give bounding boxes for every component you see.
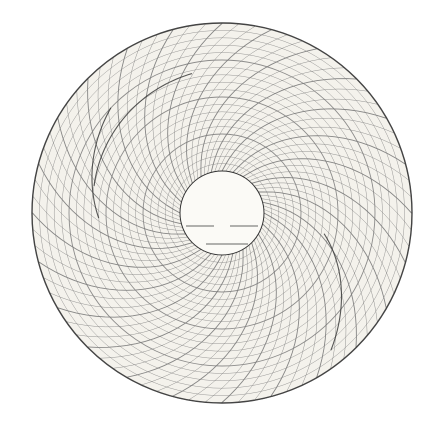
grid-ring xyxy=(98,89,346,337)
time-arc xyxy=(210,78,357,173)
grid-ring xyxy=(53,44,391,382)
time-arc xyxy=(258,191,387,309)
time-arc xyxy=(218,98,378,172)
time-arc xyxy=(76,254,230,338)
chart-center-hub xyxy=(179,170,265,256)
time-arc xyxy=(117,48,181,214)
time-arc xyxy=(172,242,258,397)
time-arc xyxy=(32,228,205,275)
time-arc xyxy=(174,23,240,190)
time-arc xyxy=(32,195,199,261)
time-arc xyxy=(57,254,223,318)
pen-traces xyxy=(91,73,343,351)
time-arc xyxy=(34,179,196,255)
grid-ring xyxy=(68,59,376,367)
time-arc xyxy=(214,88,368,172)
time-arc xyxy=(245,165,412,231)
grid-ring xyxy=(39,30,405,396)
time-arc xyxy=(99,252,237,359)
time-arc xyxy=(31,212,202,268)
time-arc xyxy=(87,253,234,348)
time-arc xyxy=(49,254,219,309)
time-arc xyxy=(126,40,181,210)
pen-trace xyxy=(323,233,343,351)
time-arc xyxy=(196,40,303,179)
time-arc xyxy=(262,223,300,397)
radial-time-arcs xyxy=(31,22,413,404)
time-arc xyxy=(152,25,190,199)
time-arc xyxy=(248,171,410,247)
time-arc xyxy=(221,233,277,404)
time-arc xyxy=(167,22,223,193)
time-arc xyxy=(191,34,288,181)
time-arc xyxy=(207,67,345,174)
time-arc xyxy=(135,34,181,206)
time-arc xyxy=(38,163,193,249)
time-arc xyxy=(43,147,190,244)
time-arc xyxy=(263,205,347,359)
time-arc xyxy=(180,25,256,187)
grid-ring xyxy=(142,133,302,293)
time-arc xyxy=(34,245,208,283)
time-arc xyxy=(97,67,181,221)
time-arc xyxy=(126,249,244,378)
time-arc xyxy=(66,254,226,328)
grid-ring xyxy=(157,148,287,278)
time-arc xyxy=(204,236,270,403)
time-arc xyxy=(112,251,240,369)
time-arc xyxy=(144,29,182,203)
time-arc xyxy=(66,103,184,231)
hub-ring xyxy=(179,170,265,256)
time-arc xyxy=(229,126,401,172)
time-arc xyxy=(239,151,412,198)
grid-ring xyxy=(135,126,309,300)
time-arc xyxy=(242,158,413,214)
grid-ring xyxy=(120,111,324,315)
time-arc xyxy=(186,29,272,184)
time-arc xyxy=(237,230,284,403)
time-arc xyxy=(256,187,395,294)
time-arc xyxy=(261,198,368,336)
time-arc xyxy=(232,135,406,173)
time-arc xyxy=(236,143,410,181)
grid-ring xyxy=(61,52,383,374)
time-arc xyxy=(160,23,207,196)
time-arc xyxy=(263,212,327,378)
time-arc xyxy=(254,182,401,279)
time-arc xyxy=(141,247,248,386)
time-arc xyxy=(225,117,395,172)
time-arc xyxy=(156,245,253,392)
grid-ring xyxy=(83,74,361,352)
time-arc xyxy=(188,239,264,401)
time-arc xyxy=(57,117,186,235)
grid-ring xyxy=(164,155,280,271)
chart-outer-rim xyxy=(31,22,413,404)
pen-trace xyxy=(91,107,112,219)
grid-ring xyxy=(127,118,317,308)
time-arc xyxy=(221,108,387,172)
time-arc xyxy=(260,195,378,323)
grid-ring xyxy=(105,96,339,330)
time-arc xyxy=(204,57,332,175)
time-arc xyxy=(251,177,406,263)
time-arc xyxy=(263,209,337,369)
pen-trace xyxy=(93,73,193,187)
time-arc xyxy=(107,57,181,217)
grid-ring xyxy=(76,67,368,359)
time-arc xyxy=(263,220,309,392)
hub-disc xyxy=(180,171,264,255)
time-arc xyxy=(76,90,183,228)
time-arc xyxy=(49,132,188,239)
grid-ring xyxy=(113,104,331,322)
time-arc xyxy=(200,48,318,177)
time-arc xyxy=(38,253,212,291)
time-arc xyxy=(87,78,182,225)
time-arc xyxy=(43,254,215,300)
time-arc xyxy=(263,216,318,386)
grid-ring xyxy=(90,81,354,345)
time-arc xyxy=(254,227,292,401)
